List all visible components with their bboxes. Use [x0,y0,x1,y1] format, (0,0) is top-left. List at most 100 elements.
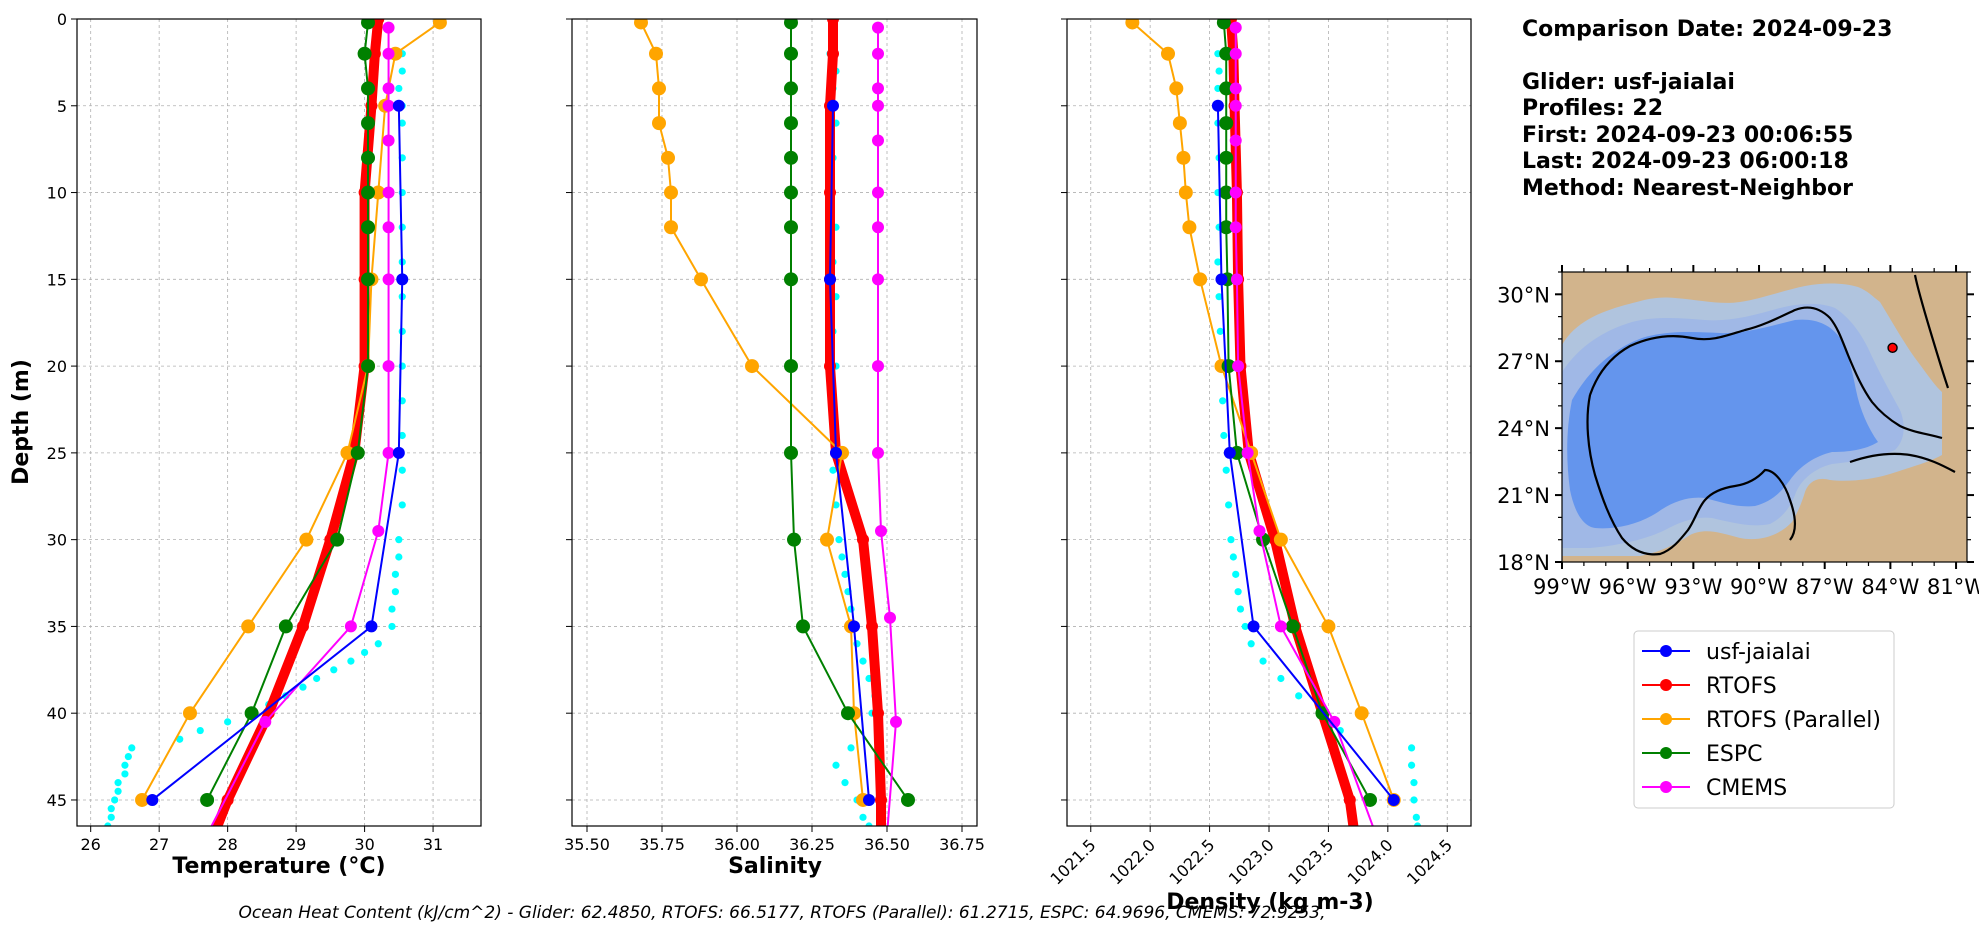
temperature-glider-profile-point [398,466,406,474]
density-glider-profile-point [1222,466,1230,474]
salinity-rtofs-point [824,360,836,373]
temperature-rtofs-parallel-point [299,532,314,547]
map-frame [1561,271,1968,563]
density-usf-jaialai-point [1223,446,1236,459]
density-glider-profile-point [1227,536,1235,544]
density-glider-profile-point [1295,692,1303,700]
temperature-espc-line [206,21,370,801]
depth-tick-label: 30 [47,531,67,550]
temperature-x-tick-label: 27 [149,835,169,854]
salinity-cmems-point [872,221,884,234]
salinity-espc-point [784,220,798,235]
density-espc-point [1219,81,1234,96]
salinity-x-tick-label: 35.50 [564,835,610,854]
density-rtofs-line [1225,19,1359,826]
salinity-cmems-point [875,524,887,537]
density-espc-point [1219,46,1234,61]
temperature-glider-profile-point [313,674,321,683]
legend-entry: ESPC [1642,742,1763,767]
temperature-cmems-point [382,134,395,147]
temperature-espc-point [361,81,376,96]
temperature-glider-profile-point [107,805,115,813]
salinity-rtofs-parallel-point [664,185,678,200]
legend-entry: RTOFS (Parallel) [1642,708,1881,733]
salinity-espc-point [784,359,798,374]
density-rtofs-parallel-point [1125,19,1140,30]
temperature-glider-profile-point [360,648,369,657]
legend-label: usf-jaialai [1706,640,1811,665]
salinity-rtofs-parallel-point [649,46,663,61]
info-block: Comparison Date: 2024-09-23 Glider: usf-… [1522,17,1892,201]
density-glider-profile-point [1407,761,1416,769]
density-cmems-point [1241,446,1254,459]
salinity-glider-profile-point [841,779,849,787]
temperature-usf-jaialai-point [146,793,159,806]
depth-tick-label: 25 [47,444,67,463]
density-usf-jaialai-point [1211,99,1224,112]
temperature-panel: 26 27 28 29 30 31 0 5 10 15 20 25 30 35 40 45 Temperat… [9,10,482,879]
salinity-glider-profile-point [847,744,855,752]
map-latitude-labels: 30°N 27°N 24°N 21°N 18°N [1497,283,1550,575]
temperature-cmems-point [382,21,395,34]
density-cmems-point [1229,134,1242,147]
temperature-rtofs-point [221,793,234,806]
salinity-series [634,19,915,826]
density-cmems-point [1229,99,1242,112]
map-lon-label: 81°W [1927,575,1979,599]
map-lat-label: 30°N [1497,283,1550,307]
temperature-espc-point [357,46,372,61]
salinity-glider-profile-point [865,822,873,826]
temperature-espc-point [278,619,293,634]
map-lat-label: 27°N [1497,350,1550,374]
salinity-grid [572,18,977,826]
temperature-espc-point [361,359,376,374]
glider-location-marker [1887,342,1898,354]
temperature-glider-profile-point [391,588,400,596]
density-x-tick-label: 1024.0 [1344,835,1397,888]
density-usf-jaialai-point [1215,273,1228,286]
density-rtofs-parallel-point [1193,272,1208,287]
density-espc-point [1285,619,1300,634]
density-espc-point [1363,792,1377,807]
density-glider-profile-point [1215,67,1223,75]
map-lon-label: 99°W [1533,575,1591,599]
temperature-glider-profile-point [395,553,403,561]
depth-axis-label: Depth (m) [9,359,34,485]
temperature-x-tick-label: 30 [354,835,374,854]
density-panel: 1021.5 1022.0 1022.5 1023.0 1023.5 1024.0 1024… [1047,18,1472,915]
legend-entry: usf-jaialai [1642,640,1811,665]
depth-tick-label: 40 [47,704,67,723]
legend-entry: RTOFS [1642,674,1777,699]
temperature-glider-profile-point [388,605,396,613]
map-lat-label: 18°N [1497,551,1550,575]
density-series [1125,19,1401,826]
density-rtofs-parallel-point [1321,619,1336,634]
glider-name: Glider: usf-jaialai [1522,70,1735,95]
legend: usf-jaialai RTOFS RTOFS (Parallel) ESPC CMEM… [1633,630,1895,809]
density-rtofs-parallel-point [1182,220,1197,235]
salinity-espc-point [784,81,798,96]
density-glider-profile-point [1225,501,1233,509]
density-rtofs-parallel-point [1176,150,1191,165]
map-lon-label: 90°W [1730,575,1788,599]
temperature-glider-profile-point [398,431,406,440]
salinity-espc-point [841,706,855,721]
temperature-espc-point [361,272,376,287]
density-x-tick-label: 1022.5 [1165,835,1218,888]
salinity-rtofs-parallel-point [634,19,648,30]
salinity-cmems-point [872,360,884,373]
salinity-rtofs-point [827,47,839,60]
density-x-tick-label: 1023.0 [1225,835,1278,888]
legend-swatch-marker [1660,713,1672,725]
salinity-cmems-point [872,47,884,60]
salinity-espc-point [901,792,915,807]
temperature-glider-profile-point [299,683,307,691]
map-ticked-border [1555,265,1974,569]
map-deep-water [1567,319,1878,529]
salinity-glider-profile-point [832,761,840,769]
density-glider-profile-point [1413,822,1422,826]
interpolation-method: Method: Nearest-Neighbor [1522,176,1853,201]
temperature-glider-profile-point [347,657,355,665]
temperature-espc-point [361,19,376,30]
